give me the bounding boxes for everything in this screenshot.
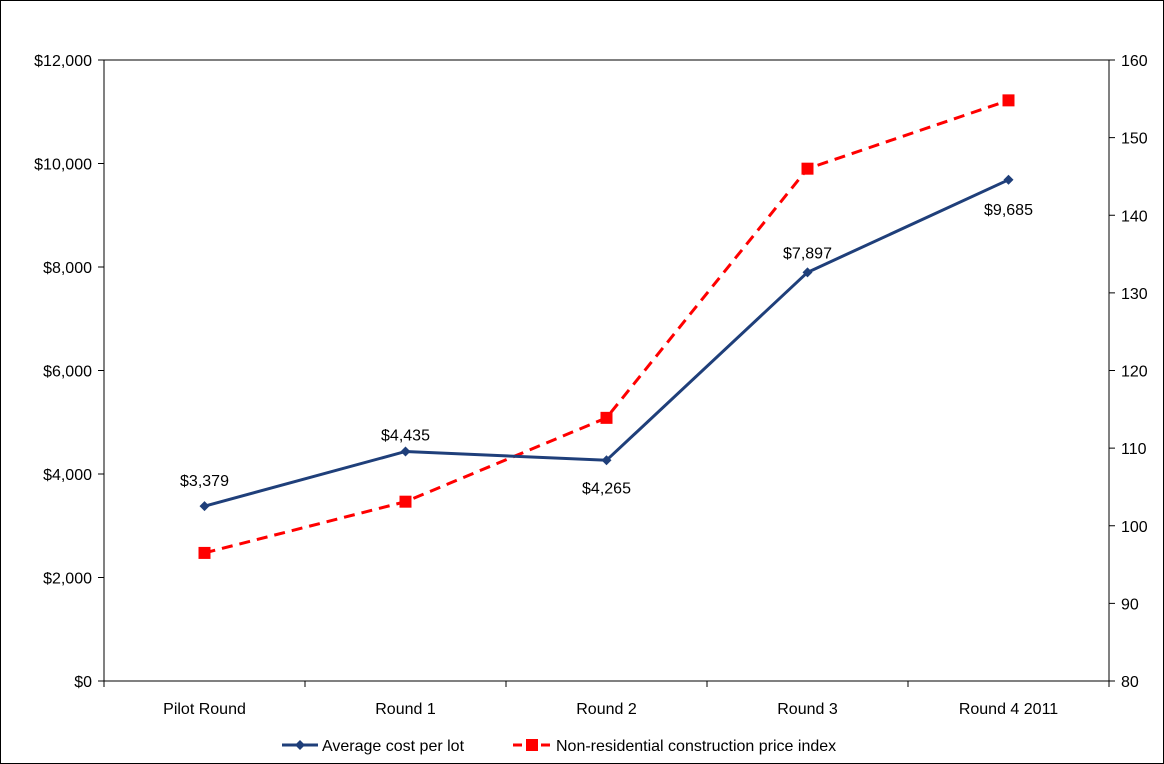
y-right-tick-label: 160 — [1121, 53, 1148, 70]
legend-marker-square — [526, 739, 538, 751]
point-average-cost — [400, 446, 411, 457]
y-right-tick-label: 100 — [1121, 519, 1148, 536]
y-right-tick-label: 90 — [1121, 596, 1139, 613]
point-average-cost — [1003, 174, 1014, 185]
y-right-tick-label: 110 — [1121, 441, 1147, 458]
y-left-tick-label: $12,000 — [34, 53, 92, 70]
y-left-tick-label: $2,000 — [43, 571, 92, 588]
x-tick-label: Round 3 — [777, 701, 838, 718]
data-label-average-cost: $7,897 — [783, 245, 832, 262]
y-right-tick-label: 80 — [1121, 674, 1139, 691]
data-label-average-cost: $4,435 — [381, 427, 430, 444]
y-right-tick-label: 130 — [1121, 286, 1148, 303]
point-price-index — [600, 411, 613, 424]
data-label-average-cost: $9,685 — [984, 202, 1033, 219]
y-left-tick-label: $0 — [74, 674, 92, 691]
point-price-index — [198, 546, 211, 559]
series-line-price-index — [204, 98, 1009, 555]
y-left-tick-label: $10,000 — [34, 157, 92, 174]
point-average-cost — [802, 267, 813, 278]
y-right-tick-label: 150 — [1121, 131, 1148, 148]
data-label-average-cost: $3,379 — [180, 473, 229, 490]
legend-label-price-index: Non-residential construction price index — [556, 738, 836, 755]
point-price-index — [1002, 94, 1015, 107]
x-tick-label: Round 1 — [375, 701, 436, 718]
legend: Average cost per lot Non-residential con… — [282, 738, 836, 755]
y-left-tick-label: $8,000 — [43, 260, 92, 277]
point-average-cost — [601, 455, 612, 466]
axes: $0 $2,000 $4,000 $6,000 $8,000 $10,000 $12,000… — [34, 53, 1148, 718]
legend-marker-diamond — [295, 740, 305, 750]
x-tick-label: Pilot Round — [163, 701, 246, 718]
point-price-index — [399, 495, 412, 508]
y-left-tick-label: $4,000 — [43, 467, 92, 484]
data-labels: $3,379 $4,435 $4,265 $7,897 $9,685 — [180, 202, 1033, 497]
point-average-cost — [199, 501, 210, 512]
x-tick-label: Round 2 — [576, 701, 637, 718]
x-tick-label: Round 4 2011 — [959, 701, 1058, 718]
point-price-index — [801, 162, 814, 175]
series-lines — [198, 94, 1015, 559]
y-right-tick-label: 140 — [1121, 208, 1148, 225]
y-right-tick-label: 120 — [1121, 364, 1148, 381]
data-label-average-cost: $4,265 — [582, 480, 631, 497]
y-left-tick-label: $6,000 — [43, 364, 92, 381]
legend-label-average-cost: Average cost per lot — [322, 738, 465, 755]
